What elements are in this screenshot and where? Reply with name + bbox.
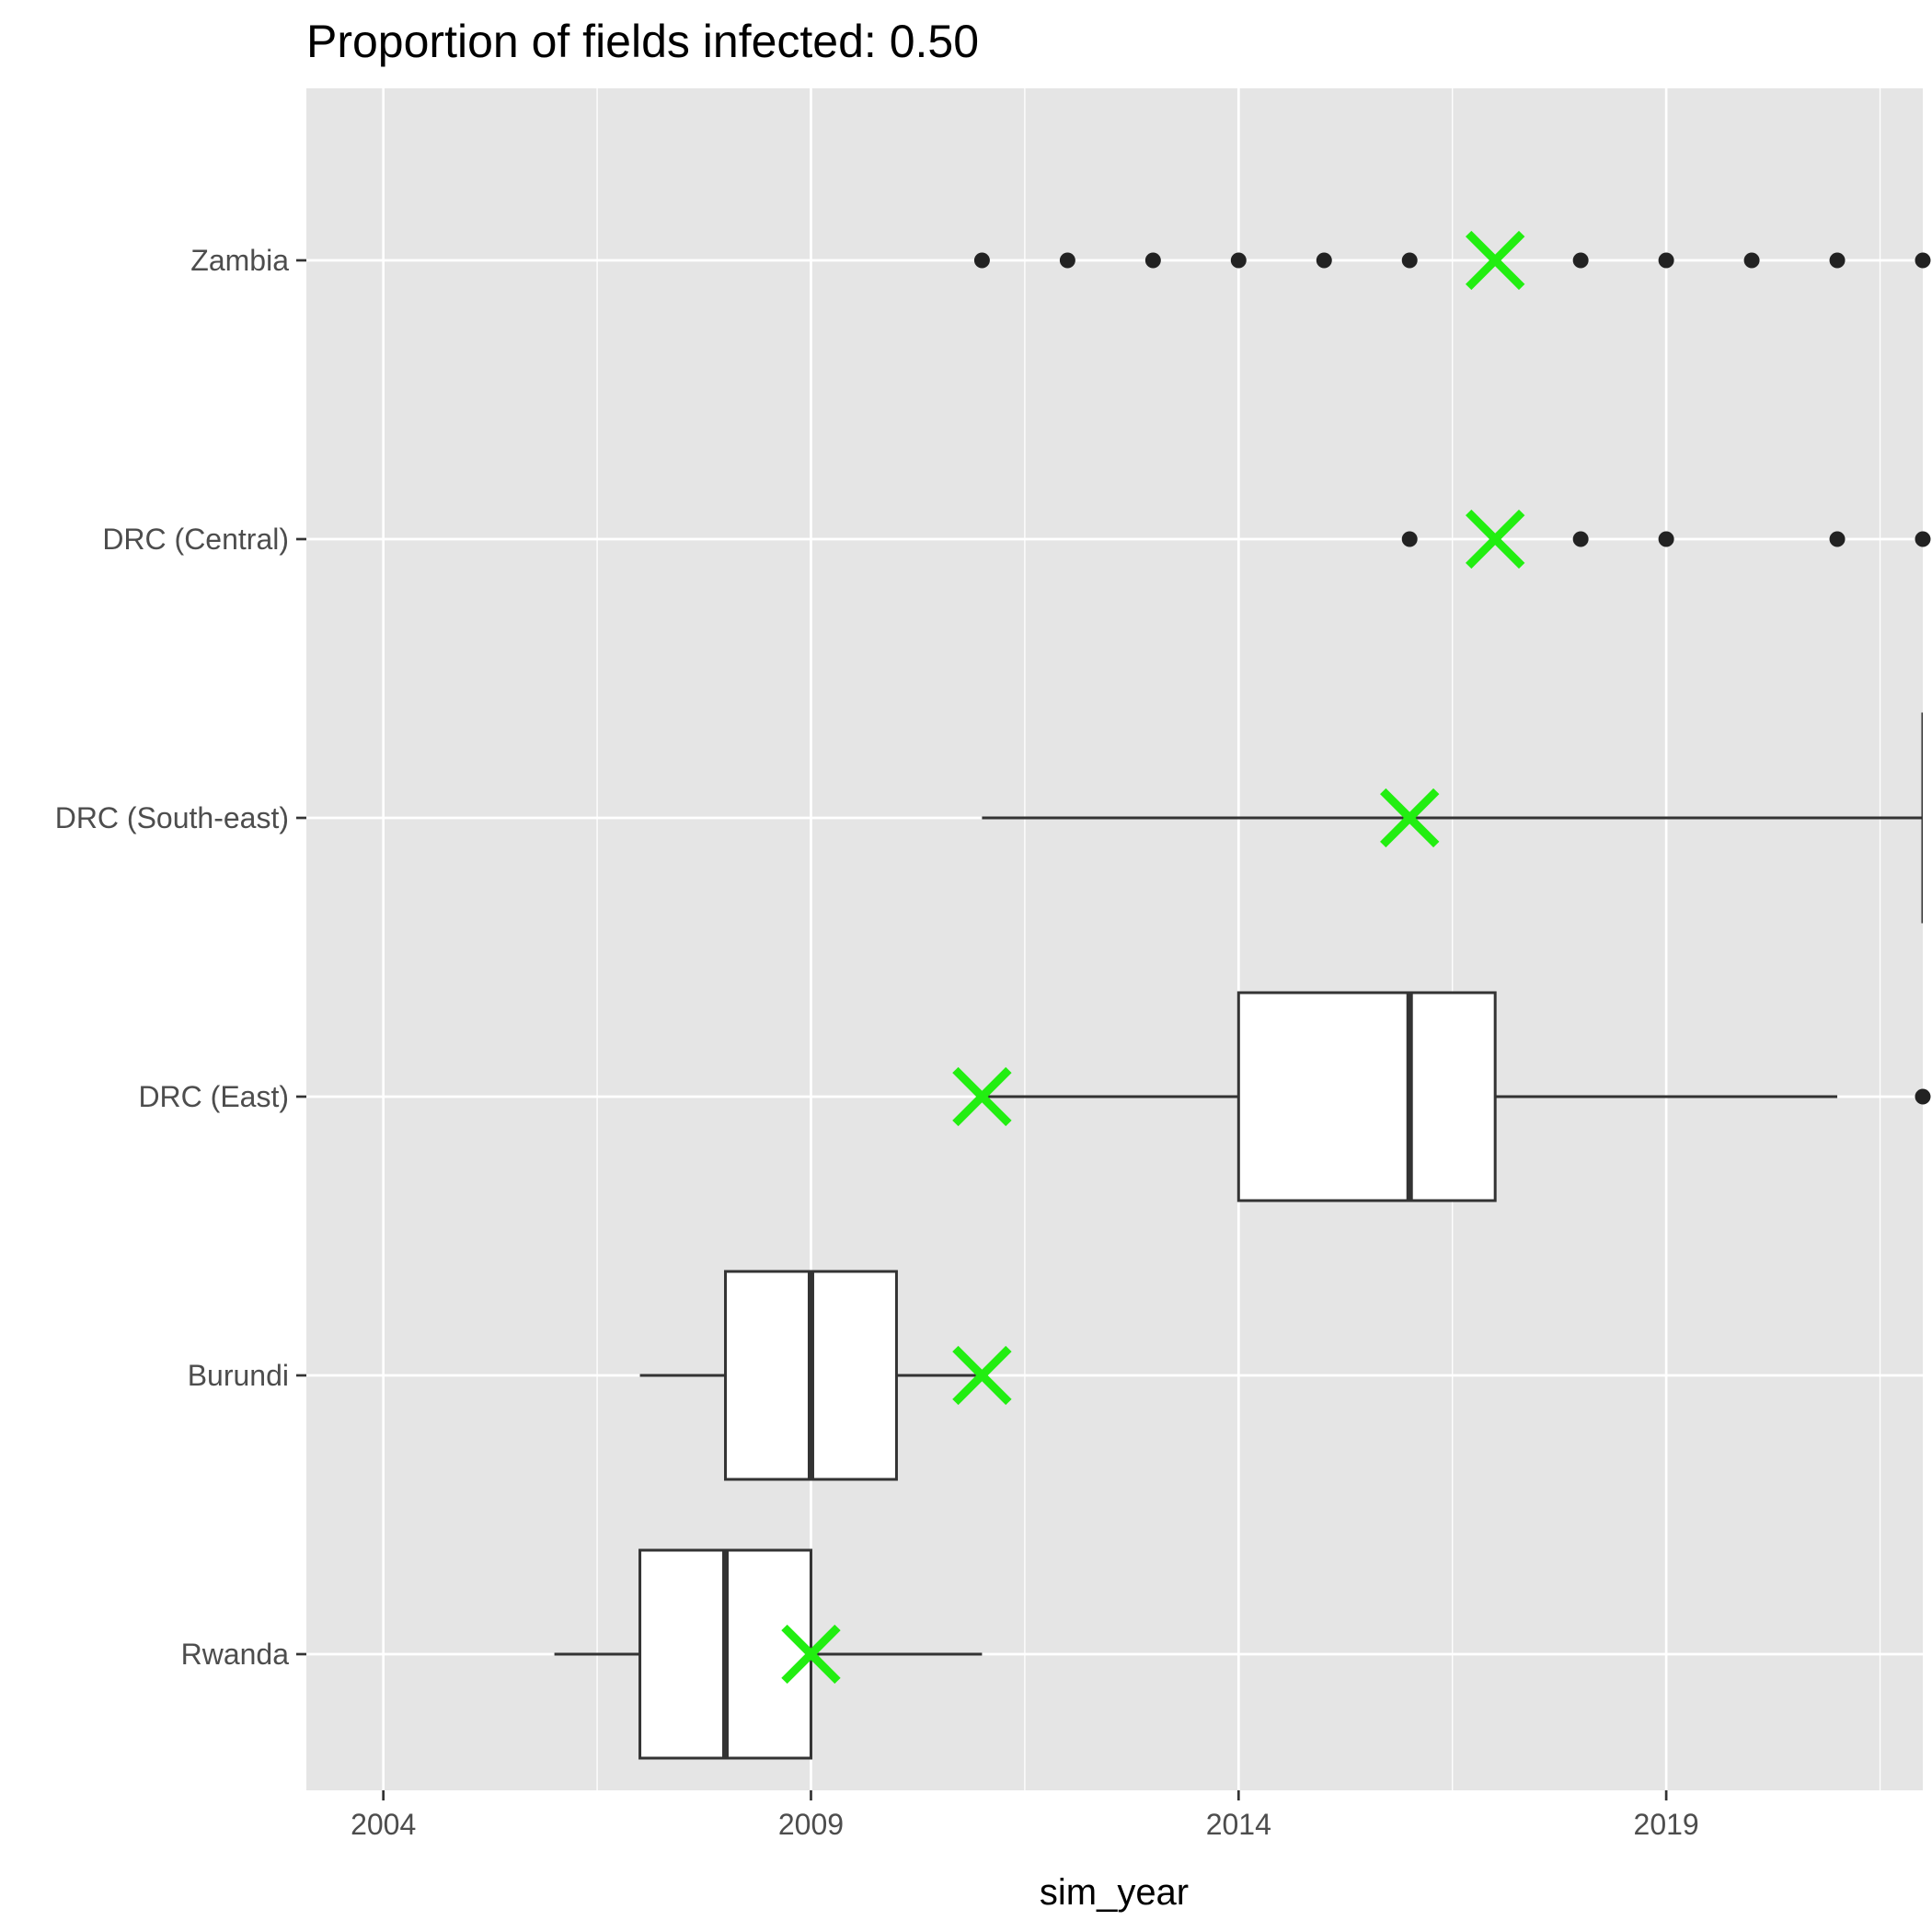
outlier-point-zambia [1658,252,1674,269]
y-tick-label-drc-central: DRC (Central) [102,523,289,556]
point-layer [973,252,1931,1105]
outlier-point-zambia [973,252,990,269]
outlier-point-drc-east [1915,1088,1931,1105]
observed-marker-drc-south-east [1380,788,1440,848]
observed-marker-stroke-b [1466,509,1525,569]
x-tick-label-2014: 2014 [1206,1808,1271,1841]
x-axis: 2004 2009 2014 2019 [351,1790,1699,1841]
observed-marker-zambia [1466,230,1525,291]
observed-marker-drc-central [1466,509,1525,569]
y-tick-label-drc-east: DRC (East) [138,1080,289,1113]
observed-marker-stroke-b [1380,788,1440,848]
outlier-point-zambia [1230,252,1247,269]
plot-panel [306,88,1923,1790]
x-tick-label-2004: 2004 [351,1808,416,1841]
y-tick-label-zambia: Zambia [190,244,289,277]
y-axis: Rwanda Burundi DRC (East) DRC (South-east) D… [55,244,306,1671]
observed-marker-stroke-b [952,1066,1012,1127]
y-tick-label-burundi: Burundi [188,1359,289,1392]
x-axis-title: sim_year [1040,1872,1189,1913]
outlier-point-zambia [1401,252,1418,269]
box-drc-south-east [1921,712,1923,924]
outlier-point-drc-central [1658,531,1674,547]
observed-marker-stroke-b [781,1624,841,1685]
chart-title: Proportion of fields infected: 0.50 [306,16,979,67]
y-tick-label-rwanda: Rwanda [181,1638,290,1671]
box-drc-east [1236,991,1497,1202]
outlier-point-drc-central [1829,531,1846,547]
observed-marker-stroke-b [1466,230,1525,291]
observed-marker-rwanda [781,1624,841,1685]
observed-marker-burundi [952,1345,1012,1406]
y-tick-label-drc-south-east: DRC (South-east) [55,801,289,834]
outlier-point-zambia [1915,252,1931,269]
gridlines [306,88,1923,1790]
outlier-point-zambia [1829,252,1846,269]
outlier-point-zambia [1743,252,1760,269]
box-layer [554,712,1923,1760]
outlier-point-drc-central [1915,531,1931,547]
outlier-point-zambia [1144,252,1161,269]
outlier-point-drc-central [1572,531,1589,547]
observed-marker-layer [781,230,1525,1685]
observed-marker-drc-east [952,1066,1012,1127]
outlier-point-zambia [1572,252,1589,269]
x-tick-label-2019: 2019 [1634,1808,1699,1841]
outlier-point-zambia [1059,252,1075,269]
observed-marker-stroke-b [952,1345,1012,1406]
outlier-point-drc-central [1401,531,1418,547]
x-tick-label-2009: 2009 [778,1808,844,1841]
outlier-point-zambia [1316,252,1332,269]
